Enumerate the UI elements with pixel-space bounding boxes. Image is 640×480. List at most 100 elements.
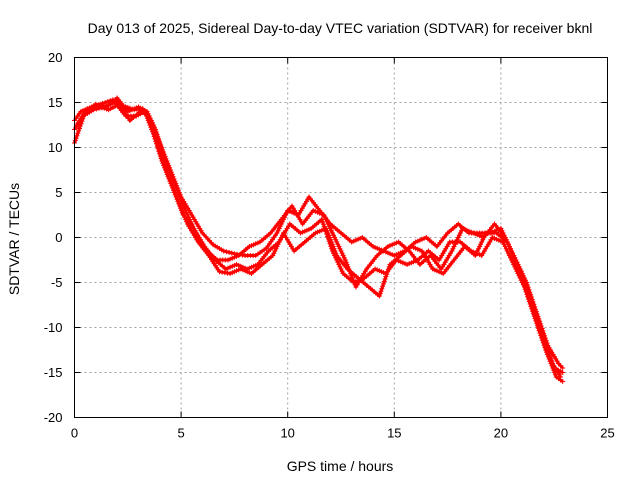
x-tick-label: 20 <box>494 426 508 441</box>
data-point <box>77 123 83 129</box>
data-point <box>168 178 174 184</box>
data-point <box>327 226 333 231</box>
data-point <box>505 241 511 247</box>
data-point <box>72 138 78 144</box>
data-point <box>479 239 485 245</box>
data-point <box>476 246 481 252</box>
data-point <box>170 185 176 191</box>
data-point <box>466 228 472 234</box>
data-point <box>276 239 282 245</box>
data-point <box>169 183 175 189</box>
data-point <box>519 275 524 281</box>
data-point <box>521 282 527 288</box>
data-point <box>321 226 327 232</box>
data-point <box>162 165 168 170</box>
axis-ticks: 0 5 10 15 20 25 -20 -15 -10 -5 0 5 10 15 20 <box>44 50 615 441</box>
data-point <box>526 295 532 301</box>
data-point <box>162 162 168 168</box>
data-point <box>159 155 165 161</box>
data-point <box>101 105 107 111</box>
data-point <box>306 226 312 232</box>
data-point <box>339 268 345 274</box>
data-point <box>452 241 458 247</box>
y-tick-label: -15 <box>44 365 63 380</box>
data-point <box>181 212 187 218</box>
data-point <box>156 145 162 151</box>
data-point <box>474 248 480 254</box>
data-point <box>460 226 465 231</box>
data-point <box>323 217 329 222</box>
data-point <box>326 232 332 238</box>
data-point <box>525 291 531 297</box>
data-point <box>324 219 330 225</box>
data-point <box>177 201 182 207</box>
data-point <box>451 244 457 249</box>
data-point <box>535 320 541 326</box>
data-point <box>386 264 392 270</box>
data-point <box>350 277 356 283</box>
y-tick-label: 5 <box>55 185 62 200</box>
data-point <box>90 105 96 110</box>
data-point <box>480 237 486 243</box>
data-point <box>400 260 406 266</box>
y-tick-label: -5 <box>51 275 63 290</box>
data-point <box>332 248 338 254</box>
data-point <box>381 281 386 287</box>
y-tick-label: 10 <box>48 140 62 155</box>
data-point <box>506 244 512 249</box>
data-point <box>511 257 517 263</box>
y-tick-label: 0 <box>55 230 62 245</box>
data-point <box>148 118 154 124</box>
data-point <box>453 239 459 245</box>
x-tick-label: 5 <box>177 426 184 441</box>
data-point <box>271 250 277 256</box>
data-point <box>278 235 284 240</box>
data-point <box>335 259 341 265</box>
data-point <box>522 284 528 290</box>
data-point <box>380 283 386 289</box>
data-point <box>227 264 233 270</box>
data-point <box>336 262 342 267</box>
data-point <box>155 140 161 146</box>
y-axis-label: SDTVAR / TECUs <box>6 183 22 295</box>
data-point <box>164 169 170 175</box>
data-point <box>87 105 93 111</box>
data-point <box>171 187 177 193</box>
data-point <box>163 167 169 173</box>
data-point <box>276 226 282 231</box>
data-point <box>74 133 80 139</box>
data-point <box>277 237 283 243</box>
data-point <box>173 192 179 198</box>
series-line <box>75 102 562 378</box>
data-point <box>153 135 159 141</box>
data-point <box>330 244 336 249</box>
data-point <box>520 280 526 285</box>
data-point <box>338 248 344 254</box>
data-point <box>147 116 153 121</box>
data-point <box>512 259 518 265</box>
data-point <box>353 237 359 243</box>
data-point <box>544 346 550 352</box>
data-point <box>146 113 152 119</box>
data-point <box>152 133 158 139</box>
data-point <box>227 271 233 276</box>
data-point <box>560 379 566 384</box>
data-point <box>180 210 186 216</box>
data-point <box>150 125 156 131</box>
data-point <box>413 245 419 251</box>
data-point <box>533 315 539 321</box>
data-point <box>558 374 564 380</box>
data-point <box>160 157 166 163</box>
data-point <box>84 106 90 112</box>
data-point <box>322 214 328 220</box>
data-point <box>338 266 344 272</box>
data-point <box>349 275 355 281</box>
data-point <box>519 277 525 283</box>
data-point <box>174 194 180 200</box>
data-point <box>455 235 461 240</box>
data-point <box>315 209 320 215</box>
data-point <box>421 235 427 241</box>
x-tick-label: 0 <box>71 426 78 441</box>
data-point <box>517 271 523 276</box>
